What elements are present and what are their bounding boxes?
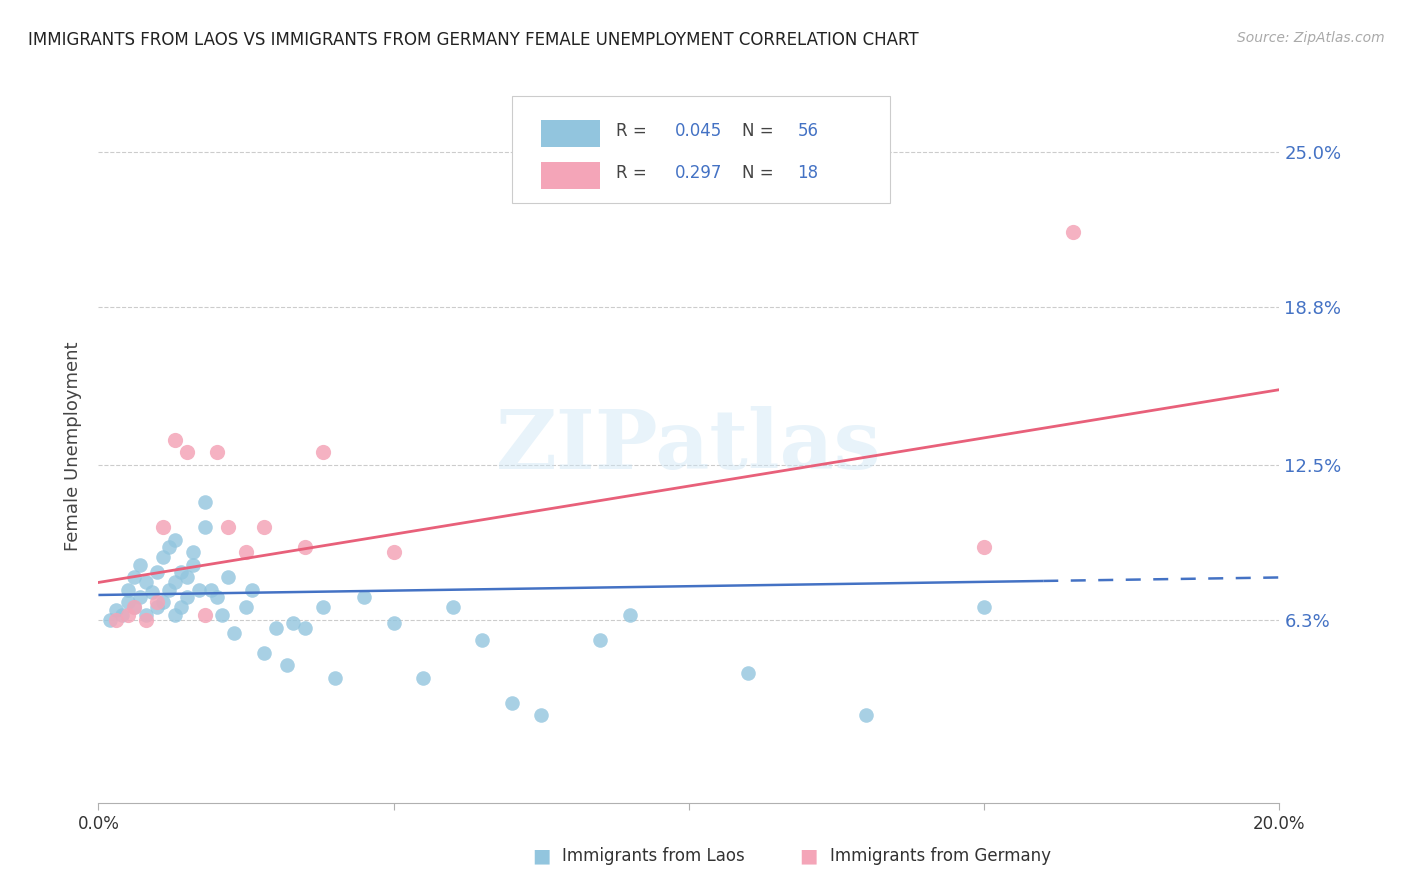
Point xyxy=(323,671,346,685)
Point xyxy=(170,600,193,615)
Text: IMMIGRANTS FROM LAOS VS IMMIGRANTS FROM GERMANY FEMALE UNEMPLOYMENT CORRELATION : IMMIGRANTS FROM LAOS VS IMMIGRANTS FROM … xyxy=(28,31,918,49)
Point xyxy=(165,533,187,547)
Point xyxy=(117,607,139,622)
Point xyxy=(205,591,228,605)
Point xyxy=(235,545,257,559)
Point xyxy=(157,582,180,597)
Text: ZIPatlas: ZIPatlas xyxy=(496,406,882,486)
Point xyxy=(105,613,128,627)
Point xyxy=(412,671,434,685)
Point xyxy=(146,595,169,609)
FancyBboxPatch shape xyxy=(512,96,890,203)
Point xyxy=(176,591,198,605)
Point xyxy=(855,708,877,723)
Point xyxy=(187,582,209,597)
Point xyxy=(200,582,222,597)
Point xyxy=(181,558,204,572)
Point xyxy=(240,582,263,597)
Point xyxy=(353,591,375,605)
Text: 18: 18 xyxy=(797,164,818,182)
Point xyxy=(253,520,276,534)
Point xyxy=(253,646,276,660)
FancyBboxPatch shape xyxy=(541,161,600,189)
Text: 56: 56 xyxy=(797,122,818,140)
Point xyxy=(176,445,198,459)
Point xyxy=(471,633,494,648)
Point xyxy=(111,607,134,622)
Point xyxy=(973,541,995,555)
Text: ■: ■ xyxy=(799,847,818,866)
Point xyxy=(501,696,523,710)
Text: N =: N = xyxy=(742,164,779,182)
Text: Immigrants from Germany: Immigrants from Germany xyxy=(830,847,1050,865)
Point xyxy=(135,575,157,590)
Point xyxy=(135,613,157,627)
Point xyxy=(165,433,187,447)
Point xyxy=(152,550,174,565)
Point xyxy=(176,570,198,584)
Point xyxy=(152,595,174,609)
Point xyxy=(1062,225,1084,239)
Point xyxy=(128,558,150,572)
Point xyxy=(294,621,316,635)
Point xyxy=(283,615,305,630)
Point xyxy=(235,600,257,615)
Point xyxy=(181,545,204,559)
Point xyxy=(105,603,128,617)
Point xyxy=(217,570,239,584)
Point xyxy=(152,520,174,534)
Text: ■: ■ xyxy=(531,847,551,866)
Point xyxy=(312,600,335,615)
Point xyxy=(165,575,187,590)
Point xyxy=(224,625,246,640)
Point xyxy=(619,607,641,622)
FancyBboxPatch shape xyxy=(541,120,600,147)
Point xyxy=(973,600,995,615)
Point xyxy=(737,665,759,680)
Point xyxy=(157,541,180,555)
Point xyxy=(312,445,335,459)
Point xyxy=(122,570,145,584)
Point xyxy=(194,520,217,534)
Text: Source: ZipAtlas.com: Source: ZipAtlas.com xyxy=(1237,31,1385,45)
Point xyxy=(211,607,233,622)
Text: 0.045: 0.045 xyxy=(675,122,723,140)
Point xyxy=(141,585,163,599)
Point xyxy=(98,613,121,627)
Point xyxy=(382,615,405,630)
Point xyxy=(194,495,217,509)
Y-axis label: Female Unemployment: Female Unemployment xyxy=(65,342,83,550)
Point xyxy=(122,600,145,615)
Point xyxy=(170,566,193,580)
Point xyxy=(382,545,405,559)
Text: N =: N = xyxy=(742,122,779,140)
Point xyxy=(117,582,139,597)
Text: R =: R = xyxy=(616,122,652,140)
Point xyxy=(530,708,553,723)
Point xyxy=(264,621,287,635)
Point xyxy=(146,566,169,580)
Point xyxy=(146,600,169,615)
Point xyxy=(276,658,298,673)
Text: 0.297: 0.297 xyxy=(675,164,723,182)
Point xyxy=(294,541,316,555)
Point xyxy=(441,600,464,615)
Point xyxy=(117,595,139,609)
Point xyxy=(205,445,228,459)
Point xyxy=(217,520,239,534)
Point xyxy=(128,591,150,605)
Point xyxy=(122,600,145,615)
Point xyxy=(135,607,157,622)
Point xyxy=(194,607,217,622)
Point xyxy=(165,607,187,622)
Text: Immigrants from Laos: Immigrants from Laos xyxy=(562,847,745,865)
Point xyxy=(589,633,612,648)
Text: R =: R = xyxy=(616,164,652,182)
